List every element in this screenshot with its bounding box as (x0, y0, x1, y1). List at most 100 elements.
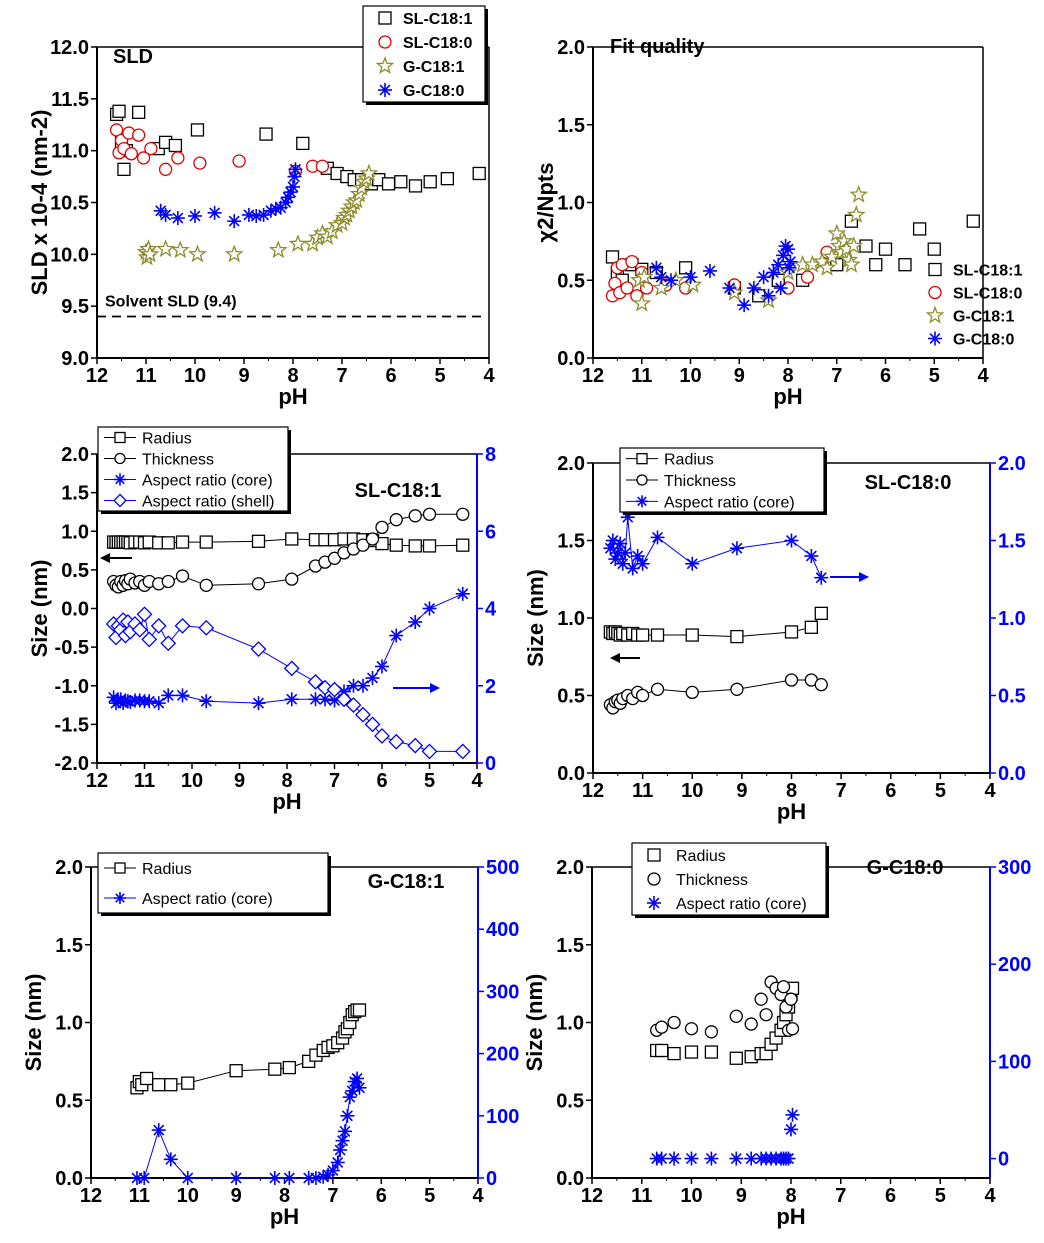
y-tick-label: 0.5 (557, 686, 585, 708)
legend-marker (114, 862, 126, 874)
y-tick-label: 9.5 (61, 296, 89, 318)
data-point (759, 1008, 773, 1022)
legend-label: Thickness (664, 473, 736, 490)
data-point (307, 673, 324, 690)
data-point (365, 671, 380, 686)
y-tick-label: 1.5 (557, 115, 585, 137)
x-tick-label: 12 (581, 1185, 603, 1207)
x-tick-label: 7 (329, 770, 340, 792)
legend: Radius Thickness Aspect ratio (core) (631, 842, 829, 918)
data-point (408, 615, 423, 630)
data-point (746, 281, 761, 296)
data-point (615, 556, 630, 571)
data-point (472, 166, 486, 181)
legend-label: SL-C18:1 (953, 263, 1022, 280)
x-tick-label: 11 (632, 780, 653, 802)
legend-marker (114, 892, 126, 904)
data-point (817, 257, 837, 276)
legend-label: Aspect ratio (core) (142, 473, 273, 490)
legend-marker (647, 848, 661, 862)
x-tick-label: 9 (238, 365, 249, 387)
data-point (846, 205, 866, 223)
data-point (365, 532, 380, 546)
legend: Radius Thickness Aspect ratio (core) (619, 447, 827, 515)
y2-tick-label: 100 (998, 1051, 1031, 1073)
data-point (737, 298, 752, 313)
x-axis-label: pH (773, 384, 802, 409)
data-point (650, 530, 665, 545)
data-point (650, 628, 665, 642)
x-tick-label: 6 (885, 1185, 896, 1207)
y-tick-label: 0.5 (55, 1090, 83, 1112)
x-tick-label: 11 (631, 365, 652, 387)
data-point (256, 207, 271, 222)
y-tick-label: 1.0 (557, 193, 585, 215)
chart-panel-1: 12 11 10 9 8 7 6 5 4 9.0 9.5 10.0 10.5 11.0 11.5 12.0 pH… (27, 5, 495, 409)
data-point (389, 628, 404, 643)
y-tick-label: 0.5 (556, 1090, 584, 1112)
data-point (667, 1151, 682, 1166)
x-tick-label: 4 (977, 365, 989, 387)
y-tick-label: 1.5 (556, 935, 584, 957)
x-tick-label: 10 (177, 1185, 199, 1207)
legend-marker (928, 262, 942, 277)
data-point (784, 1122, 798, 1137)
legend-label: SL-C18:0 (953, 286, 1022, 303)
y-tick-label: 1.0 (557, 608, 585, 630)
legend-marker (928, 285, 942, 300)
data-point (359, 163, 379, 182)
y-tick-label: 2.0 (61, 444, 89, 466)
data-point (151, 1123, 166, 1138)
data-point (286, 179, 300, 194)
x-tick-label: 5 (424, 770, 435, 792)
data-point (781, 1151, 796, 1166)
y-tick-label: 1.0 (61, 521, 89, 543)
data-point (137, 1171, 152, 1185)
data-point (117, 162, 131, 176)
x-tick-label: 12 (80, 1185, 102, 1207)
data-point (139, 1071, 154, 1086)
series-aspect-ratio-core- (106, 586, 470, 711)
y2-tick-label: 100 (486, 1106, 519, 1128)
data-point (288, 234, 308, 252)
x-tick-label: 9 (231, 1185, 242, 1207)
data-point (423, 175, 437, 189)
data-point (268, 240, 288, 259)
left-axis-arrowhead (610, 653, 620, 663)
x-tick-label: 5 (424, 1185, 435, 1207)
y-tick-label: 2.0 (556, 857, 584, 879)
series-thickness (603, 673, 828, 715)
y2-tick-label: 0.5 (998, 686, 1026, 708)
legend-label: Aspect ratio (core) (664, 494, 795, 511)
data-point (251, 534, 266, 548)
series-g-c18-1 (136, 163, 379, 266)
data-point (635, 556, 650, 571)
legend: SL-C18:1 SL-C18:0 G-C18:1 G-C18:0 (362, 5, 488, 105)
x-tick-label: 7 (831, 365, 842, 387)
data-point (164, 1078, 178, 1092)
data-point (869, 258, 883, 272)
data-point (375, 659, 389, 674)
legend-marker (636, 495, 648, 508)
x-tick-label: 8 (785, 1185, 796, 1207)
data-point (136, 606, 153, 623)
legend-marker (636, 474, 648, 486)
data-point (282, 1060, 296, 1075)
y-tick-label: 0.0 (557, 763, 585, 785)
data-point (181, 1076, 195, 1090)
x-tick-label: 7 (835, 1185, 846, 1207)
solvent-sld-label: Solvent SLD (9.4) (105, 294, 237, 311)
y2-tick-label: 200 (486, 1044, 519, 1066)
y-tick-label: 0.0 (55, 1168, 83, 1190)
y-tick-label: 9.0 (61, 348, 89, 370)
x-tick-label: 11 (631, 1185, 652, 1207)
series-line (113, 614, 463, 752)
data-point (267, 1171, 282, 1185)
legend-marker (925, 305, 945, 324)
data-point (667, 1015, 681, 1030)
series-radius (106, 532, 470, 553)
data-point (229, 1171, 244, 1185)
x-tick-label: 8 (287, 365, 298, 387)
data-point (174, 617, 191, 634)
